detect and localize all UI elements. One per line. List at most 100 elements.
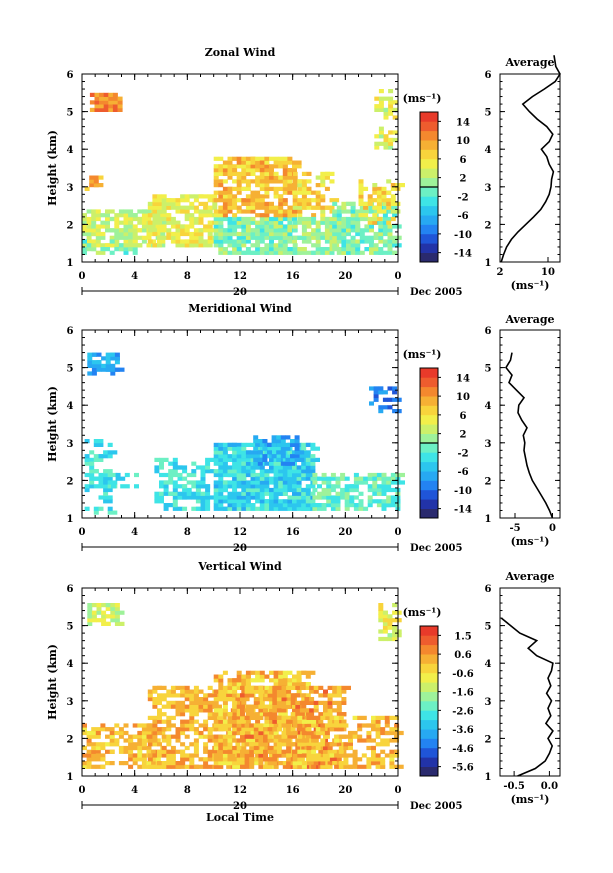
heatmap-cell (118, 745, 124, 751)
heatmap-cell (163, 487, 169, 493)
heatmap-cell (264, 190, 270, 195)
heatmap-cell (287, 213, 293, 218)
heatmap-cell (286, 704, 292, 709)
heatmap-cell (186, 480, 197, 485)
heatmap-cell (250, 715, 256, 720)
heatmap-cell (241, 480, 247, 485)
heatmap-cell (189, 719, 195, 724)
heatmap-cell (282, 503, 288, 508)
heatmap-cell (329, 171, 335, 176)
colorbar-band (420, 499, 438, 509)
heatmap-cell (301, 194, 307, 199)
heatmap-cell (306, 179, 312, 184)
heatmap-cell (152, 753, 158, 758)
heatmap-cell (95, 730, 101, 736)
heatmap-cell (175, 700, 186, 705)
heatmap-cell (387, 633, 393, 638)
heatmap-cell (264, 243, 270, 248)
heatmap-cell (180, 730, 186, 736)
heatmap-cell (296, 503, 302, 508)
heatmap-cell (189, 194, 195, 199)
heatmap-cell (292, 487, 297, 493)
heatmap-cell (172, 491, 178, 496)
heatmap-cells (84, 352, 405, 515)
heatmap-cell (321, 503, 327, 508)
heatmap-cell (160, 730, 166, 736)
heatmap-cell (84, 484, 90, 489)
heatmap-cell (105, 247, 110, 252)
heatmap-cell (381, 194, 387, 199)
heatmap-cell (305, 712, 311, 717)
heatmap-cell (286, 745, 292, 751)
heatmap-cell (327, 712, 333, 717)
heatmap-cell (253, 700, 259, 705)
heatmap-cell (96, 603, 102, 608)
heatmap-cell (203, 224, 209, 229)
heatmap-cell (93, 506, 99, 511)
heatmap-cell (232, 761, 238, 766)
heatmap-cell (141, 738, 147, 743)
heatmap-cell (107, 480, 118, 485)
heatmap-cell (191, 491, 197, 496)
heatmap-cell (367, 495, 373, 500)
heatmap-cell (95, 231, 101, 237)
heatmap-cell (301, 715, 307, 720)
heatmap-cell (232, 213, 238, 218)
heatmap-cell (301, 476, 307, 481)
heatmap-cell (263, 757, 268, 762)
x-tick-label: 20 (338, 527, 352, 538)
heatmap-cell (353, 503, 359, 508)
heatmap-cell (123, 730, 129, 736)
heatmap-cell (278, 712, 288, 717)
heatmap-cell (301, 697, 307, 702)
heatmap-cell (160, 231, 166, 237)
heatmap-cell (82, 247, 87, 252)
heatmap-cell (227, 446, 233, 451)
heatmap-cell (86, 216, 92, 222)
heatmap-cell (255, 712, 261, 717)
heatmap-cell (264, 186, 274, 191)
heatmap-cell (232, 730, 238, 736)
heatmap-cell (205, 491, 211, 496)
heatmap-cell (154, 469, 160, 474)
heatmap-cell (245, 450, 251, 455)
heatmap-cell (218, 685, 224, 690)
colorbar-tick-label: 6 (460, 411, 467, 422)
heatmap-cell (100, 723, 106, 728)
heatmap-cell (358, 506, 364, 511)
heatmap-cell (304, 761, 315, 766)
heatmap-cell (230, 753, 236, 758)
heatmap-cell (232, 201, 238, 206)
heatmap-cell (146, 761, 152, 766)
heatmap-cell (213, 503, 219, 508)
heatmap-cell (108, 92, 114, 97)
heatmap-cell (282, 198, 288, 203)
heatmap-cell (180, 209, 186, 214)
heatmap-cell (255, 454, 261, 459)
heatmap-cell (114, 243, 120, 248)
heatmap-cell (258, 753, 264, 758)
heatmap-cell (313, 704, 319, 709)
heatmap-cell (151, 224, 157, 229)
heatmap-cell (123, 235, 134, 240)
heatmap-cell (184, 205, 190, 210)
heatmap-cell (315, 730, 321, 736)
heatmap-cell (292, 472, 297, 478)
heatmap-cell (273, 495, 279, 500)
heatmap-cell (110, 610, 116, 615)
heatmap-cell (155, 213, 161, 218)
heatmap-cell (352, 753, 358, 758)
heatmap-cell (381, 186, 387, 191)
heatmap-cell (147, 201, 153, 206)
heatmap-cell (161, 749, 167, 754)
heatmap-cell (383, 134, 389, 139)
heatmap-cell (184, 723, 190, 728)
heatmap-cell (290, 700, 296, 705)
y-tick-label: 4 (67, 659, 74, 670)
heatmap-cell (161, 228, 167, 233)
heatmap-cell (89, 179, 95, 184)
colorbar-band (420, 386, 438, 397)
heatmap-cell (89, 450, 95, 455)
heatmap-cell (384, 730, 390, 736)
heatmap-cell (281, 715, 292, 720)
